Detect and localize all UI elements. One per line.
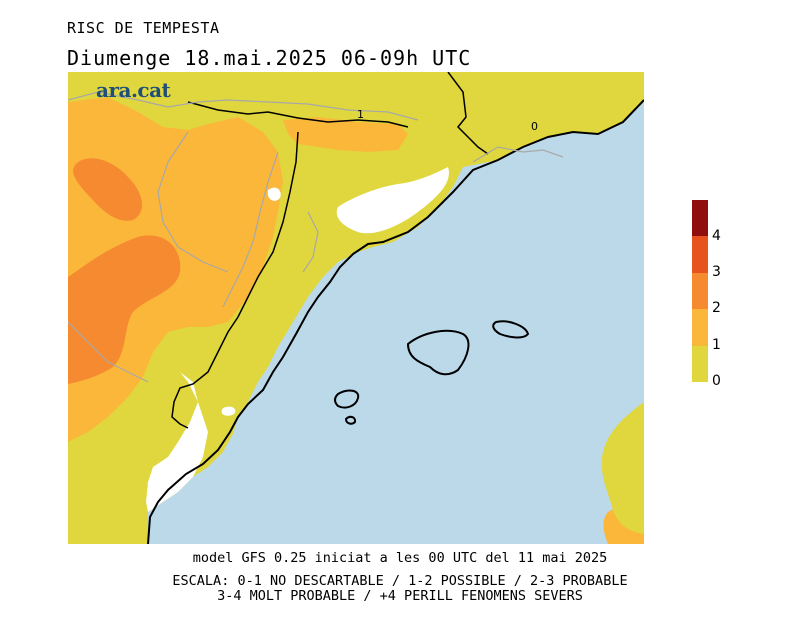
land-northeast — [448, 72, 644, 167]
legend-swatch-2 — [692, 273, 708, 309]
border-pyrenees — [447, 72, 489, 155]
contour-label-0: 0 — [531, 120, 538, 133]
scale-line-1: ESCALA: 0-1 NO DESCARTABLE / 1-2 POSSIBL… — [172, 573, 628, 589]
ara-cat-logo: ara.cat — [96, 78, 171, 102]
land-white-c — [146, 372, 208, 512]
land-white-d — [221, 406, 236, 416]
land-risk-2-3-b — [68, 235, 181, 384]
scale-line-2: 3-4 MOLT PROBABLE / +4 PERILL FENOMENS S… — [217, 588, 583, 604]
land-southeast — [601, 402, 644, 534]
border-line — [171, 101, 409, 429]
land-white-b — [267, 187, 281, 201]
legend-swatch-0 — [692, 346, 708, 382]
land-risk-1-2-north — [283, 117, 408, 152]
map-subtitle: Diumenge 18.mai.2025 06-09h UTC — [67, 46, 472, 70]
legend-label-0: 0 — [712, 373, 721, 389]
legend-swatch-1 — [692, 309, 708, 346]
legend-label-3: 3 — [712, 264, 721, 280]
legend-swatch-3 — [692, 236, 708, 273]
map-title: RISC DE TEMPESTA — [67, 19, 220, 37]
legend-swatch-4plus — [692, 200, 708, 236]
risk-map — [68, 72, 644, 544]
land-white-a — [336, 167, 449, 234]
contour-label-1: 1 — [357, 108, 364, 121]
region-boundaries — [68, 91, 564, 383]
coastline — [147, 99, 644, 544]
land-risk-2-3-a — [73, 158, 143, 221]
risk-legend — [692, 200, 708, 382]
legend-label-1: 1 — [712, 337, 721, 353]
model-info: model GFS 0.25 iniciat a les 00 UTC del … — [192, 550, 608, 566]
balearic-islands — [334, 320, 530, 425]
legend-label-2: 2 — [712, 300, 721, 316]
legend-label-4: 4 — [712, 228, 721, 244]
